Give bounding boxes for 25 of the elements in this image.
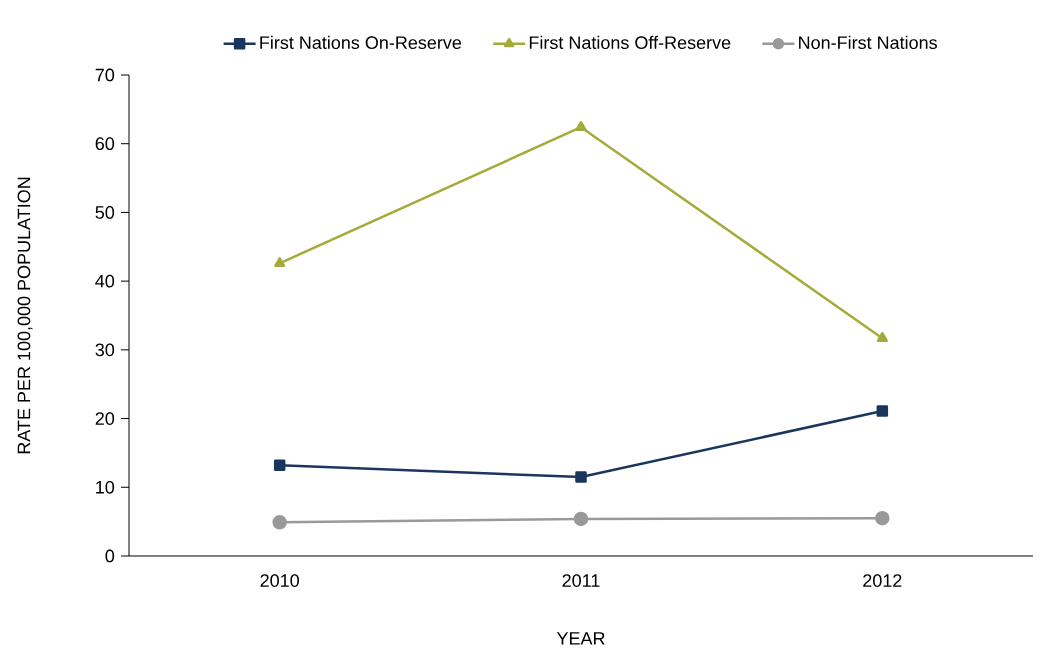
point: [274, 257, 286, 268]
x-tick-label: 2011: [562, 574, 600, 587]
point: [875, 510, 890, 526]
point: [272, 515, 287, 530]
y-tick-label: 60: [95, 137, 115, 151]
y-tick-label: 50: [95, 206, 115, 219]
y-tick-label: 30: [95, 343, 115, 357]
y-tick-label: 20: [95, 412, 115, 425]
y-tick-label: 70: [95, 68, 115, 82]
point: [876, 331, 888, 342]
point: [575, 120, 587, 131]
x-tick-label: 2010: [260, 574, 299, 587]
y-tick-label: 10: [96, 480, 115, 494]
point: [573, 511, 589, 527]
point: [273, 459, 286, 472]
y-tick-label: 40: [95, 274, 115, 288]
legend-label: First Nations Off-Reserve: [529, 35, 731, 50]
x-axis-title: YEAR: [556, 632, 605, 645]
y-axis-title: RATE PER 100,000 POPULATION: [17, 177, 33, 454]
point: [876, 405, 889, 417]
y-tick-label: 0: [105, 549, 115, 563]
point: [575, 471, 587, 483]
legend-label: First Nations On-Reserve: [260, 35, 462, 50]
legend-label: Non-First Nations: [799, 35, 937, 50]
x-tick-label: 2012: [863, 574, 902, 587]
